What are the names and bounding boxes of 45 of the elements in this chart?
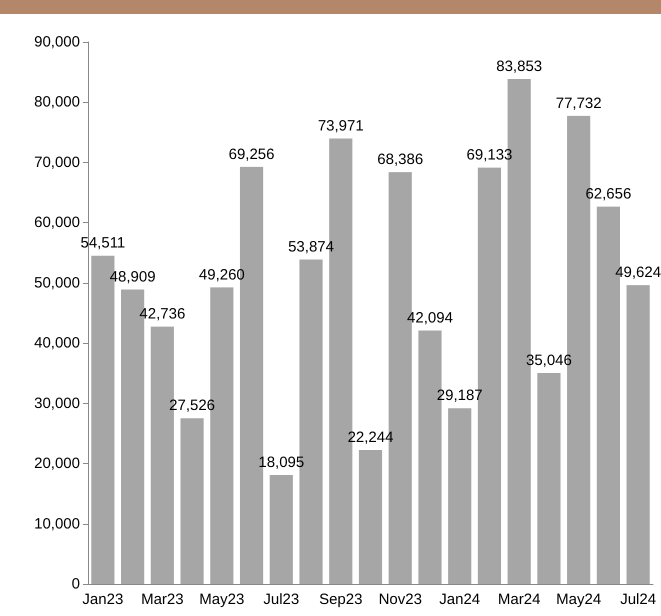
data-label: 69,133 [466,146,512,164]
y-tick-label: 40,000 [34,334,80,352]
y-tick-label: 80,000 [34,94,80,111]
data-label: 69,256 [228,146,274,163]
x-tick-label: Jan24 [439,591,480,608]
data-label: 62,656 [585,186,632,203]
y-tick-label: 50,000 [34,274,80,292]
bar [537,372,561,584]
data-label: 42,736 [139,306,186,323]
x-tick-label: Mar23 [141,591,184,608]
data-label: 54,511 [80,234,126,252]
y-tick-label: 70,000 [34,154,80,171]
data-label: 53,874 [288,238,334,256]
data-label: 35,046 [526,352,572,369]
data-label: 77,732 [556,94,602,112]
data-label: 22,244 [348,429,394,446]
x-tick-label: Nov23 [378,591,422,608]
data-label: 68,386 [377,151,424,168]
x-tick-label: Jan23 [82,591,124,608]
data-label: 18,095 [258,454,304,472]
data-label: 29,187 [436,387,483,404]
x-tick-label: Jul23 [263,591,300,608]
bar [626,285,650,584]
bar [180,418,204,584]
x-tick-label: Sep23 [319,591,362,608]
y-tick-label: 60,000 [34,214,80,232]
x-tick-label: May23 [199,591,244,608]
data-label: 42,094 [407,310,453,326]
data-label: 48,909 [110,268,156,286]
bar [448,408,472,584]
data-label: 49,624 [615,264,661,282]
y-tick-label: 10,000 [34,515,80,532]
x-tick-label: Jul24 [620,591,656,608]
data-label: 49,260 [198,266,245,284]
bar [270,475,293,584]
y-tick-label: 90,000 [34,34,80,50]
data-label: 27,526 [169,397,216,414]
y-tick-label: 30,000 [34,394,80,412]
y-tick-label: 0 [72,576,80,592]
y-tick-label: 20,000 [34,455,80,472]
bar [358,450,382,584]
x-tick-label: Mar24 [498,591,540,608]
data-label: 73,971 [318,118,364,135]
data-label: 83,853 [496,58,542,76]
x-tick-label: May24 [556,591,602,608]
